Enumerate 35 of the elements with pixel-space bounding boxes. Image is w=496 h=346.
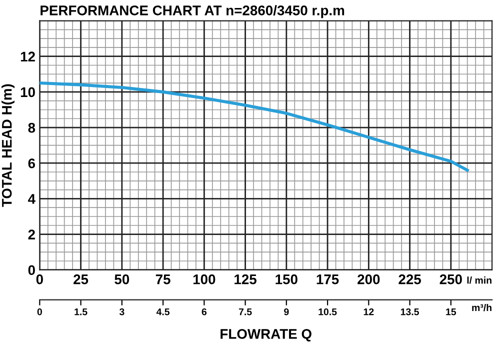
x-tick-label: 175 [316, 274, 339, 284]
x-axis-title: FLOWRATE Q [220, 329, 312, 342]
x2-tick-label: 9 [284, 308, 289, 316]
x2-tick-label: 1.5 [74, 308, 88, 316]
y-tick-label: 12 [20, 52, 35, 62]
y-tick-label: 8 [28, 122, 36, 133]
y-tick-label: 6 [28, 158, 36, 168]
x2-tick-label: 15 [446, 308, 456, 316]
x2-tick-label: 10.5 [318, 308, 337, 316]
chart-title: PERFORMANCE CHART AT n=2860/3450 r.p.m [40, 5, 344, 18]
x2-tick-label: 13.5 [400, 308, 419, 316]
x2-tick-label: 7.5 [238, 308, 252, 316]
x-tick-label: 125 [234, 274, 256, 284]
y-tick-label: 2 [28, 230, 35, 240]
text: m³/h [472, 304, 492, 312]
x-tick-label: 0 [36, 274, 43, 284]
x2-tick-label: 4.5 [156, 308, 170, 316]
x-tick-label: 75 [156, 274, 170, 284]
y-tick-label: 0 [28, 265, 35, 276]
y-tick-label: 10 [20, 87, 35, 98]
x-tick-label: 225 [398, 274, 421, 284]
x-tick-label: 200 [358, 274, 380, 284]
x2-tick-label: 12 [364, 308, 374, 316]
x2-tick-label: 3 [119, 308, 124, 316]
y-tick-label: 4 [28, 194, 36, 204]
x2-tick-label: 0 [37, 308, 42, 316]
text: l/ min [467, 276, 492, 284]
x-tick-label: 50 [114, 274, 130, 284]
y-axis-title: TOTAL HEAD H(m) [2, 84, 15, 207]
x-tick-label: 100 [193, 274, 216, 284]
x-tick-label: 150 [276, 274, 298, 284]
x-tick-label: 250 [440, 274, 462, 284]
line-series [40, 82, 469, 172]
x2-tick-label: 6 [202, 308, 207, 316]
x-tick-label: 25 [74, 274, 88, 284]
